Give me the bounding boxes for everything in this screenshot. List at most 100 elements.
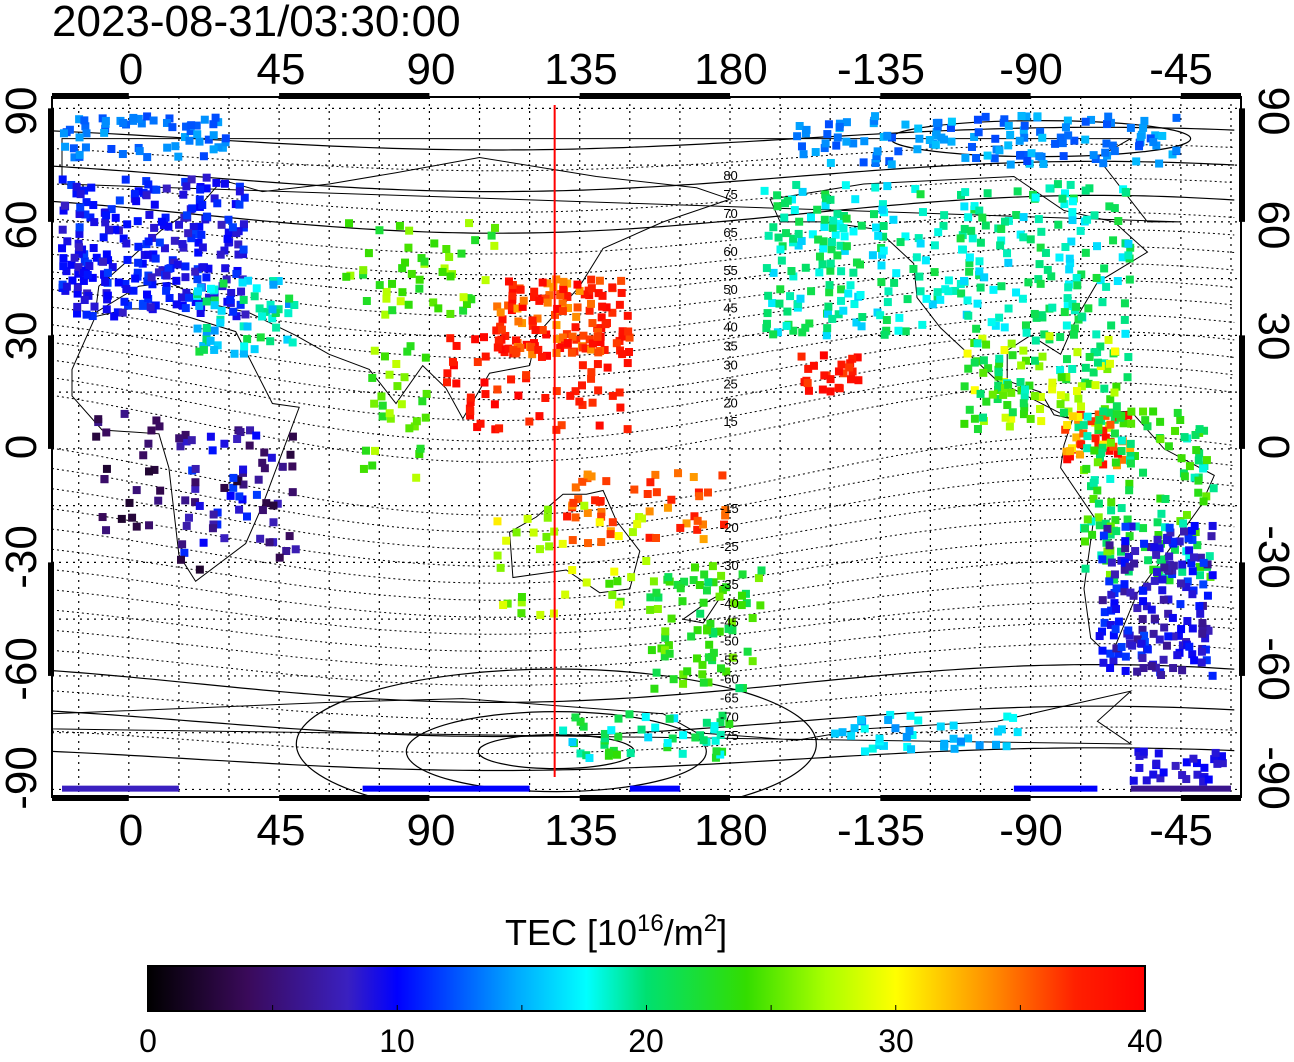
tec-pixel <box>528 321 537 330</box>
tec-pixel <box>545 542 554 551</box>
tec-pixel <box>404 243 413 252</box>
tec-pixel <box>240 193 249 202</box>
top-lon-tick: 0 <box>119 45 143 94</box>
tec-pixel <box>63 237 72 246</box>
tec-pixel <box>291 545 300 554</box>
tec-pixel <box>574 495 583 504</box>
tec-pixel <box>799 150 808 159</box>
tec-pixel <box>1126 123 1135 132</box>
tec-pixel <box>228 223 237 232</box>
tec-pixel <box>668 734 677 743</box>
tec-pixel <box>983 189 992 198</box>
tec-pixel <box>839 224 848 233</box>
tec-pixel <box>1105 446 1114 455</box>
tec-pixel <box>1199 580 1208 589</box>
tec-pixel <box>1023 156 1032 165</box>
tec-pixel <box>494 336 503 345</box>
tec-pixel <box>956 234 965 243</box>
tec-pixel <box>1138 654 1147 663</box>
tec-pixel <box>75 229 84 238</box>
tec-pixel <box>1107 558 1116 567</box>
tec-pixel <box>172 276 181 285</box>
tec-pixel <box>1019 126 1028 135</box>
tec-pixel <box>571 483 580 492</box>
tec-pixel <box>559 277 568 286</box>
tec-pixel <box>936 295 945 304</box>
tec-pixel <box>206 284 215 293</box>
mlat-contour <box>52 476 1235 550</box>
tec-pixel <box>595 276 604 285</box>
tec-pixel <box>721 511 730 520</box>
tec-pixel <box>226 296 235 305</box>
tec-pixel <box>805 319 814 328</box>
tec-pixel <box>1164 595 1173 604</box>
tec-pixel <box>1139 524 1148 533</box>
tec-pixel <box>1180 433 1189 442</box>
tec-pixel <box>1099 658 1108 667</box>
tec-pixel <box>235 182 244 191</box>
tec-pixel <box>1166 528 1175 537</box>
tec-pixel <box>410 422 419 431</box>
tec-pixel <box>200 115 209 124</box>
frame-bar-left <box>48 108 54 222</box>
tec-pixel <box>1178 560 1187 569</box>
tec-pixel <box>522 371 531 380</box>
tec-pixel <box>1096 342 1105 351</box>
tec-pixel <box>693 525 702 534</box>
tec-pixel <box>288 462 297 471</box>
tec-pixel <box>481 390 490 399</box>
tec-pixel <box>699 736 708 745</box>
tec-pixel <box>1139 468 1148 477</box>
bottom-lon-axis: 0 45 90 135 180 -135 -90 -45 <box>119 806 1213 855</box>
tec-pixel <box>571 713 580 722</box>
tec-pixel <box>102 526 111 535</box>
tec-pixel <box>651 470 660 479</box>
tec-pixel <box>465 219 474 228</box>
mlat-contour <box>52 747 1235 772</box>
tec-pixel <box>623 425 632 434</box>
tec-pixel <box>1155 635 1164 644</box>
tec-pixel <box>979 356 988 365</box>
tec-pixel <box>819 237 828 246</box>
tec-pixel <box>1110 147 1119 156</box>
tec-pixel <box>1139 597 1148 606</box>
mlat-contour <box>52 143 1235 172</box>
tec-pixel <box>1036 127 1045 136</box>
tec-pixel <box>610 567 619 576</box>
tec-pixel <box>1155 159 1164 168</box>
tec-pixel <box>608 590 617 599</box>
tec-pixel <box>103 268 112 277</box>
tec-pixel <box>581 344 590 353</box>
tec-pixel <box>737 601 746 610</box>
tec-pixel <box>1034 215 1043 224</box>
tec-pixel <box>59 206 68 215</box>
tec-pixel <box>552 387 561 396</box>
tec-pixel <box>1000 115 1009 124</box>
tec-pixel <box>1192 759 1201 768</box>
frame-bar-left <box>48 562 54 676</box>
tec-pixel <box>133 268 142 277</box>
tec-pixel <box>1142 776 1151 785</box>
contour-label: 45 <box>723 301 737 316</box>
tec-pixel <box>596 497 605 506</box>
tec-pixel <box>132 486 141 495</box>
tec-pixel <box>798 328 807 337</box>
tec-pixel <box>535 545 544 554</box>
tec-pixel <box>585 306 594 315</box>
tec-pixel <box>1024 278 1033 287</box>
tec-pixel <box>699 678 708 687</box>
tec-pixel <box>826 195 835 204</box>
tec-pixel <box>821 139 830 148</box>
tec-pixel <box>1202 492 1211 501</box>
tec-pixel <box>1153 518 1162 527</box>
tec-pixel <box>717 571 726 580</box>
tec-pixel <box>958 245 967 254</box>
tec-pixel <box>111 213 120 222</box>
tec-pixel <box>1126 444 1135 453</box>
tec-pixel <box>1217 752 1226 761</box>
tec-pixel <box>58 244 67 253</box>
tec-pixel <box>1110 388 1119 397</box>
tec-pixel <box>542 532 551 541</box>
tec-pixel <box>1033 112 1042 121</box>
tec-pixel <box>368 461 377 470</box>
